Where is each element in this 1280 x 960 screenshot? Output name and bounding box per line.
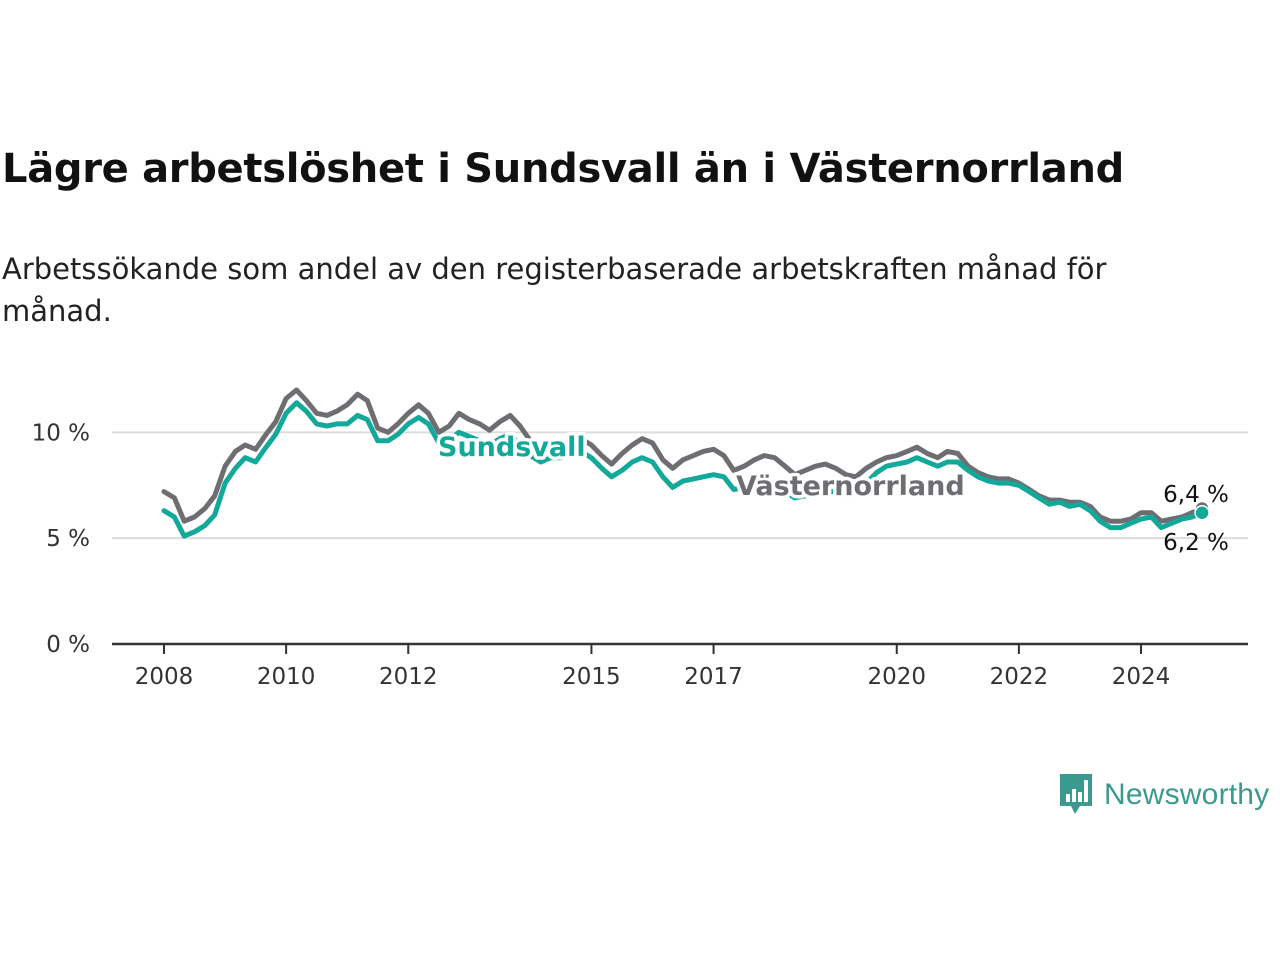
x-tick-label: 2017 — [684, 664, 743, 690]
x-tick-label: 2020 — [867, 664, 926, 690]
line-chart: 0 %5 %10 % 2008 2010 2012 2015 2017 2020 2022 2… — [32, 387, 1248, 690]
x-tick-label: 2012 — [379, 664, 438, 690]
x-tick-label: 2024 — [1112, 664, 1171, 690]
end-value-sundsvall: 6,2 % — [1163, 530, 1229, 556]
x-axis: 2008 2010 2012 2015 2017 2020 2022 2024 — [112, 642, 1248, 690]
newsworthy-logo: Newsworthy — [1058, 772, 1269, 818]
newsworthy-bar-chart-icon — [1060, 774, 1092, 814]
series-label-sundsvall: Sundsvall — [438, 432, 586, 463]
series-label-vasternorrland: Västernorrland — [736, 471, 965, 502]
y-tick-label: 5 % — [46, 526, 90, 552]
series-line-sundsvall — [161, 400, 1205, 539]
series-labels: Sundsvall Västernorrland 6,4 % 6,2 % — [435, 429, 1229, 557]
x-tick-label: 2008 — [135, 664, 194, 690]
series-endpoint-sundsvall — [1194, 505, 1210, 521]
y-tick-label: 10 % — [32, 420, 90, 446]
gridlines — [112, 431, 1248, 540]
x-tick-label: 2022 — [990, 664, 1049, 690]
series-lines — [161, 387, 1210, 539]
brand-name: Newsworthy — [1104, 778, 1270, 811]
x-tick-label: 2010 — [257, 664, 316, 690]
y-tick-label: 0 % — [46, 632, 90, 658]
chart-title: Lägre arbetslöshet i Sundsvall än i Väst… — [2, 146, 1125, 192]
x-tick-label: 2015 — [562, 664, 621, 690]
chart-subtitle: Arbetssökande som andel av den registerb… — [2, 252, 1107, 328]
y-axis-ticks: 0 % 5 % 10 % — [32, 420, 90, 658]
end-value-vasternorrland: 6,4 % — [1163, 482, 1229, 508]
